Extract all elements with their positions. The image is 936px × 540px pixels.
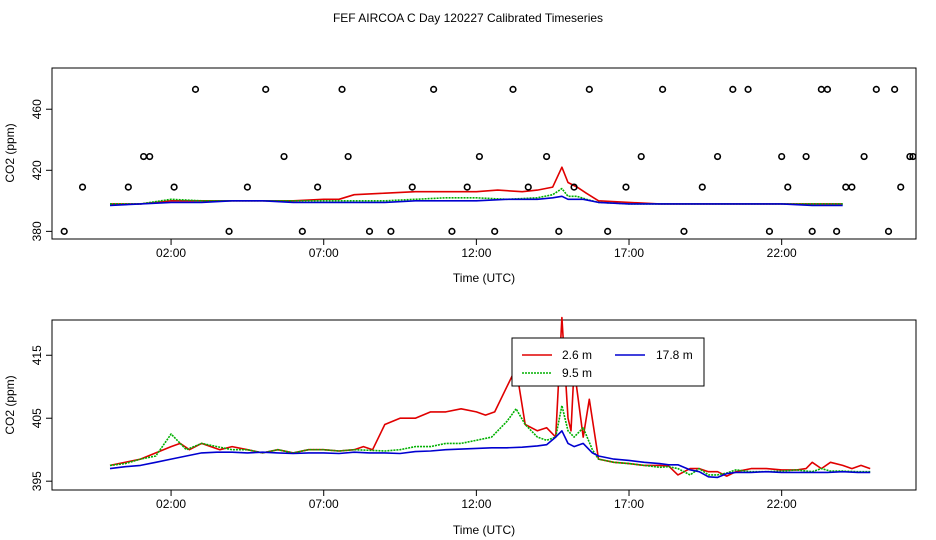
data-point-marker	[463, 183, 471, 191]
bottom-panel: 02:00 07:00 12:00 17:00 22:00 395 405 415 Time …	[3, 316, 917, 537]
x-tick-label: 07:00	[309, 497, 339, 511]
data-point-marker	[262, 85, 270, 93]
x-tick-label: 22:00	[767, 497, 797, 511]
data-point-marker	[338, 85, 346, 93]
data-point-marker	[833, 227, 841, 235]
data-point-marker	[906, 152, 914, 161]
legend: 2.6 m 9.5 m 17.8 m	[511, 337, 705, 387]
figure-title: FEF AIRCOA C Day 120227 Calibrated Times…	[333, 11, 603, 25]
x-tick-label: 12:00	[461, 497, 491, 511]
data-point-marker	[570, 183, 578, 191]
data-point-marker	[448, 227, 456, 235]
bottom-series-group	[109, 316, 871, 479]
x-tick-label: 17:00	[614, 497, 644, 511]
legend-label-9-5m: 9.5 m	[562, 366, 592, 380]
data-point-marker	[802, 152, 810, 161]
data-point-marker	[509, 85, 517, 93]
data-point-marker	[344, 152, 352, 161]
data-point-marker	[680, 227, 688, 235]
data-point-marker	[778, 152, 786, 161]
series-line-2	[109, 429, 871, 479]
top-plot-frame	[51, 67, 917, 240]
y-tick-label: 395	[30, 471, 44, 491]
series-line-2	[109, 195, 843, 207]
data-point-marker	[542, 152, 551, 161]
data-point-marker	[314, 183, 322, 191]
data-point-marker	[909, 152, 917, 161]
x-tick-label: 12:00	[461, 246, 491, 260]
x-tick-label: 07:00	[309, 246, 339, 260]
bottom-axis-ticks: 02:00 07:00 12:00 17:00 22:00 395 405 415	[30, 345, 797, 511]
data-point-marker	[491, 227, 499, 235]
top-x-axis-label: Time (UTC)	[453, 271, 515, 285]
data-point-marker	[298, 227, 306, 235]
data-point-marker	[698, 183, 706, 191]
data-point-marker	[729, 85, 737, 93]
y-tick-label: 380	[30, 221, 44, 241]
legend-label-2-6m: 2.6 m	[562, 348, 592, 362]
data-point-marker	[637, 152, 645, 161]
bottom-x-axis-label: Time (UTC)	[453, 523, 515, 537]
data-point-marker	[280, 152, 288, 161]
legend-box	[511, 337, 705, 387]
data-point-marker	[897, 183, 905, 191]
x-tick-label: 02:00	[156, 246, 186, 260]
x-tick-label: 17:00	[614, 246, 644, 260]
top-y-axis-label: CO2 (ppm)	[3, 123, 17, 182]
data-point-marker	[604, 227, 612, 235]
top-series-group	[109, 166, 843, 207]
data-point-marker	[475, 152, 484, 161]
data-point-marker	[555, 227, 563, 235]
data-point-marker	[365, 227, 374, 235]
data-point-marker	[60, 227, 68, 235]
data-point-marker	[784, 183, 792, 191]
data-point-marker	[765, 227, 774, 235]
data-point-marker	[408, 183, 416, 191]
top-panel: 02:00 07:00 12:00 17:00 22:00 380 420 460 Time …	[3, 67, 917, 285]
data-point-marker	[659, 85, 667, 93]
data-point-marker	[524, 183, 532, 191]
data-point-marker	[387, 227, 395, 235]
data-point-marker	[884, 227, 893, 235]
x-tick-label: 22:00	[767, 246, 797, 260]
y-tick-label: 460	[30, 99, 44, 119]
data-point-marker	[585, 85, 593, 93]
bottom-plot-frame	[51, 319, 917, 491]
y-tick-label: 405	[30, 408, 44, 428]
data-point-marker	[860, 152, 868, 161]
data-point-marker	[808, 227, 816, 235]
data-point-marker	[622, 183, 630, 191]
data-point-marker	[124, 183, 132, 191]
data-point-marker	[872, 85, 880, 93]
top-axis-ticks: 02:00 07:00 12:00 17:00 22:00 380 420 460	[30, 99, 797, 260]
bottom-y-axis-label: CO2 (ppm)	[3, 375, 17, 434]
y-tick-label: 415	[30, 345, 44, 365]
data-point-marker	[191, 85, 200, 93]
data-point-marker	[713, 152, 722, 161]
data-point-marker	[430, 85, 438, 93]
legend-label-17-8m: 17.8 m	[656, 348, 693, 362]
top-marker-group	[60, 85, 917, 235]
data-point-marker	[243, 183, 251, 191]
data-point-marker	[225, 227, 233, 235]
data-point-marker	[146, 152, 154, 161]
data-point-marker	[891, 85, 899, 93]
data-point-marker	[744, 85, 752, 93]
series-line-0	[109, 316, 871, 477]
data-point-marker	[842, 183, 850, 191]
data-point-marker	[78, 183, 87, 191]
y-tick-label: 420	[30, 160, 44, 180]
data-point-marker	[170, 183, 178, 191]
data-point-marker	[823, 85, 832, 93]
x-tick-label: 02:00	[156, 497, 186, 511]
